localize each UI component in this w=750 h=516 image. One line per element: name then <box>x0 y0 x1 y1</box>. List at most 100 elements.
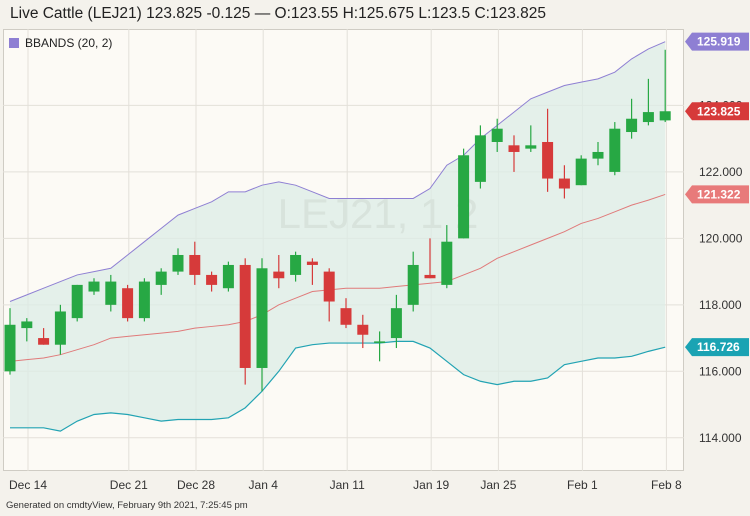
candle-body <box>374 341 386 343</box>
candle-body <box>558 178 570 189</box>
candle[interactable] <box>222 261 234 292</box>
candle-body <box>575 158 587 186</box>
candle-body <box>441 241 453 285</box>
candle[interactable] <box>256 258 268 392</box>
x-axis: Dec 14 Dec 21 Dec 28 Jan 4 Jan 11 Jan 19 Jan 2… <box>9 478 682 492</box>
candle[interactable] <box>206 271 218 292</box>
x-tick-label: Dec 21 <box>110 478 148 492</box>
y-tick-label: 114.000 <box>699 431 742 445</box>
candle-body <box>508 145 520 152</box>
candle[interactable] <box>609 122 621 176</box>
candle-body <box>474 135 486 182</box>
candles <box>4 49 671 392</box>
band-lines <box>9 41 666 432</box>
candle-body <box>239 264 251 368</box>
candle[interactable] <box>172 248 184 275</box>
candle[interactable] <box>626 98 638 139</box>
candle[interactable] <box>390 294 402 349</box>
chart-title: Live Cattle (LEJ21) 123.825 -0.125 — O:1… <box>10 5 546 22</box>
candle[interactable] <box>340 298 352 329</box>
candle[interactable] <box>239 258 251 385</box>
candle-body <box>189 254 201 275</box>
y-tick-label: 120.000 <box>699 231 743 245</box>
candle[interactable] <box>357 314 369 349</box>
x-tick-label: Dec 28 <box>177 478 215 492</box>
candle-body <box>38 338 50 345</box>
price-tag: 121.322 <box>685 185 749 204</box>
price-tags: 125.919 123.825 121.322 116.726 <box>685 32 749 357</box>
candle-body <box>407 264 419 305</box>
legend[interactable]: BBANDS (20, 2) <box>9 35 112 50</box>
candle[interactable] <box>323 268 335 322</box>
candle[interactable] <box>21 318 33 342</box>
candle[interactable] <box>424 238 436 279</box>
candle[interactable] <box>659 49 671 123</box>
candle-body <box>138 281 150 319</box>
candle-body <box>206 274 218 285</box>
candle[interactable] <box>542 108 554 192</box>
price-tag-shape <box>685 32 749 51</box>
candle-body <box>71 284 83 319</box>
candle[interactable] <box>458 148 470 239</box>
candle[interactable] <box>575 155 587 186</box>
footer-credit: Generated on cmdtyView, February 9th 202… <box>6 500 248 511</box>
candle-body <box>390 308 402 339</box>
candle[interactable] <box>54 304 66 355</box>
candle[interactable] <box>105 274 117 312</box>
candle-body <box>323 271 335 302</box>
x-tick-label: Dec 14 <box>9 478 47 492</box>
x-tick-label: Jan 11 <box>330 478 365 492</box>
candle[interactable] <box>155 268 167 295</box>
x-tick-label: Feb 8 <box>651 478 682 492</box>
legend-swatch <box>9 37 19 48</box>
candle-body <box>659 111 671 121</box>
candle-body <box>491 128 503 142</box>
candle-body <box>21 321 33 329</box>
candle-body <box>290 254 302 275</box>
price-tag-shape <box>685 102 749 121</box>
candle-body <box>592 151 604 159</box>
y-tick-label: 116.000 <box>699 364 742 378</box>
bollinger-band-fill <box>10 41 666 432</box>
price-tag-label: 116.726 <box>697 340 740 354</box>
candle-body <box>458 155 470 239</box>
candle[interactable] <box>290 251 302 282</box>
y-tick-label: 118.000 <box>699 298 742 312</box>
candle[interactable] <box>407 251 419 312</box>
candle-body <box>222 264 234 289</box>
candle-body <box>340 308 352 325</box>
candle[interactable] <box>491 118 503 152</box>
candle[interactable] <box>474 125 486 189</box>
candle-body <box>54 311 66 345</box>
candlestick-chart[interactable]: LEJ21, 1 2 114.000116.000118.000120.0001… <box>0 0 750 500</box>
candle[interactable] <box>189 241 201 285</box>
candle[interactable] <box>306 258 318 285</box>
candle[interactable] <box>122 284 134 322</box>
price-tag: 116.726 <box>685 338 749 357</box>
candle-body <box>609 128 621 172</box>
candle[interactable] <box>642 78 654 126</box>
candle[interactable] <box>88 278 100 295</box>
candle-body <box>424 274 436 279</box>
y-tick-label: 122.000 <box>699 165 743 179</box>
price-tag-label: 123.825 <box>697 104 741 118</box>
candle[interactable] <box>525 125 537 152</box>
candle[interactable] <box>138 278 150 322</box>
upper-band-line <box>9 41 666 302</box>
candle-body <box>4 324 16 372</box>
candle[interactable] <box>592 141 604 166</box>
candle-body <box>642 112 654 123</box>
candle-body <box>273 271 285 279</box>
candle-body <box>172 254 184 272</box>
candle[interactable] <box>4 308 16 375</box>
candle[interactable] <box>71 284 83 322</box>
candle[interactable] <box>273 254 285 289</box>
x-tick-label: Jan 4 <box>249 478 279 492</box>
candle[interactable] <box>508 135 520 172</box>
candle[interactable] <box>558 165 570 199</box>
lower-band-line <box>10 340 666 432</box>
candle[interactable] <box>374 331 386 362</box>
candle[interactable] <box>441 225 453 289</box>
candle-body <box>525 145 537 149</box>
candle[interactable] <box>38 328 50 345</box>
